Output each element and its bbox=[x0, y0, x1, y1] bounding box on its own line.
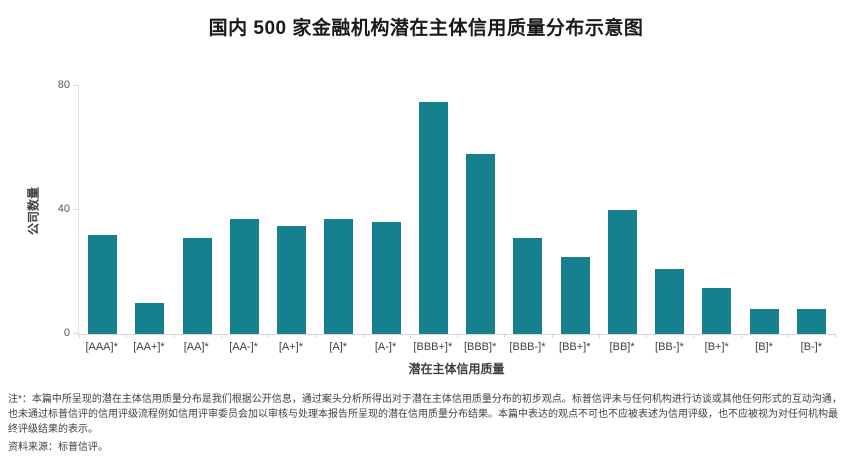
x-tick-mark bbox=[740, 334, 742, 338]
x-category-label: [BBB-]* bbox=[509, 341, 546, 353]
x-tick-mark bbox=[504, 334, 506, 338]
x-tick-mark bbox=[646, 334, 647, 338]
x-category-label: [BBB]* bbox=[463, 341, 497, 353]
y-tick-mark bbox=[73, 209, 79, 210]
bar-[A-]* bbox=[371, 222, 401, 334]
chart-title: 国内 500 家金融机构潜在主体信用质量分布示意图 bbox=[208, 18, 644, 39]
x-tick-mark bbox=[409, 334, 411, 338]
footnote: 注*：本篇中所呈现的潜在主体信用质量分布是我们根据公开信息，通过案头分析所得出对… bbox=[8, 394, 842, 435]
x-category-label: [BB]* bbox=[609, 341, 635, 353]
x-tick-mark bbox=[835, 334, 836, 338]
bar-slot bbox=[457, 86, 504, 334]
y-tick-label: 80 bbox=[57, 79, 70, 91]
x-tick-mark bbox=[173, 334, 175, 338]
x-category-label: [AA-]* bbox=[229, 341, 258, 353]
bar-slot bbox=[788, 86, 835, 334]
bar-[A+]* bbox=[277, 225, 307, 334]
bar-slot bbox=[693, 86, 740, 334]
x-category-label: [B+]* bbox=[704, 341, 729, 353]
bar-[AA-]* bbox=[229, 219, 259, 334]
x-category-label: [A]* bbox=[329, 341, 348, 353]
x-tick-mark bbox=[79, 334, 80, 338]
x-axis-labels: [AAA]* [AA+]* [AA]* [AA-]* [A+]* [A]* [A-]* [BB… bbox=[78, 341, 835, 353]
bar-slot bbox=[504, 86, 551, 334]
y-tick-label: 40 bbox=[57, 203, 70, 215]
bar-[B]* bbox=[749, 309, 779, 334]
x-tick-mark bbox=[220, 334, 222, 338]
x-tick-mark bbox=[457, 334, 458, 338]
bar-slot bbox=[126, 86, 173, 334]
bar-[BBB+]* bbox=[418, 101, 448, 334]
y-axis-title: 公司数量 bbox=[26, 186, 41, 236]
bar-[BBB]* bbox=[466, 154, 496, 334]
x-axis-title: 潜在主体信用质量 bbox=[408, 362, 505, 376]
bar-slot bbox=[552, 86, 599, 334]
x-tick-mark bbox=[551, 334, 553, 338]
x-tick-mark bbox=[598, 334, 600, 338]
x-category-label: [AAA]* bbox=[85, 341, 118, 353]
bar-slot bbox=[599, 86, 646, 334]
x-tick-mark bbox=[362, 334, 364, 338]
x-category-label: [B-]* bbox=[800, 341, 823, 353]
x-category-label: [B]* bbox=[755, 341, 773, 353]
x-tick-mark bbox=[315, 334, 317, 338]
x-tick-mark bbox=[126, 334, 128, 338]
x-tick-mark bbox=[268, 334, 269, 338]
bar-slot bbox=[268, 86, 315, 334]
plot-area: 0 40 80 bbox=[58, 79, 836, 339]
bar-[A]* bbox=[324, 219, 354, 334]
y-tick-mark bbox=[73, 333, 79, 334]
x-category-label: [BB-]* bbox=[655, 341, 684, 353]
bar-[B+]* bbox=[702, 287, 732, 334]
x-tick-mark bbox=[693, 334, 695, 338]
bar-[BB+]* bbox=[560, 256, 590, 334]
y-tick-label: 0 bbox=[63, 327, 70, 339]
bar-[AAA]* bbox=[88, 234, 118, 334]
bar-[BBB-]* bbox=[513, 237, 543, 334]
bar-[B-]* bbox=[796, 309, 826, 334]
source-note: 资料来源：标普信评。 bbox=[8, 442, 108, 453]
x-category-label: [AA+]* bbox=[133, 341, 165, 353]
bar-slot bbox=[646, 86, 693, 334]
bar-slot bbox=[410, 86, 457, 334]
bar-[BB-]* bbox=[655, 268, 685, 334]
bars-container bbox=[79, 86, 835, 334]
y-tick-mark bbox=[73, 85, 79, 86]
bar-[BB]* bbox=[607, 210, 637, 334]
x-category-label: [BBB+]* bbox=[413, 341, 453, 353]
x-category-label: [A+]* bbox=[278, 341, 303, 353]
bar-slot bbox=[363, 86, 410, 334]
bar-slot bbox=[221, 86, 268, 334]
bar-slot bbox=[315, 86, 362, 334]
x-category-label: [A-]* bbox=[374, 341, 397, 353]
bar-slot bbox=[741, 86, 788, 334]
bar-slot bbox=[79, 86, 126, 334]
x-tick-mark bbox=[787, 334, 789, 338]
x-category-label: [AA]* bbox=[183, 341, 209, 353]
bar-[AA]* bbox=[182, 237, 212, 334]
bar-slot bbox=[174, 86, 221, 334]
bar-[AA+]* bbox=[135, 303, 165, 334]
x-category-label: [BB+]* bbox=[559, 341, 591, 353]
